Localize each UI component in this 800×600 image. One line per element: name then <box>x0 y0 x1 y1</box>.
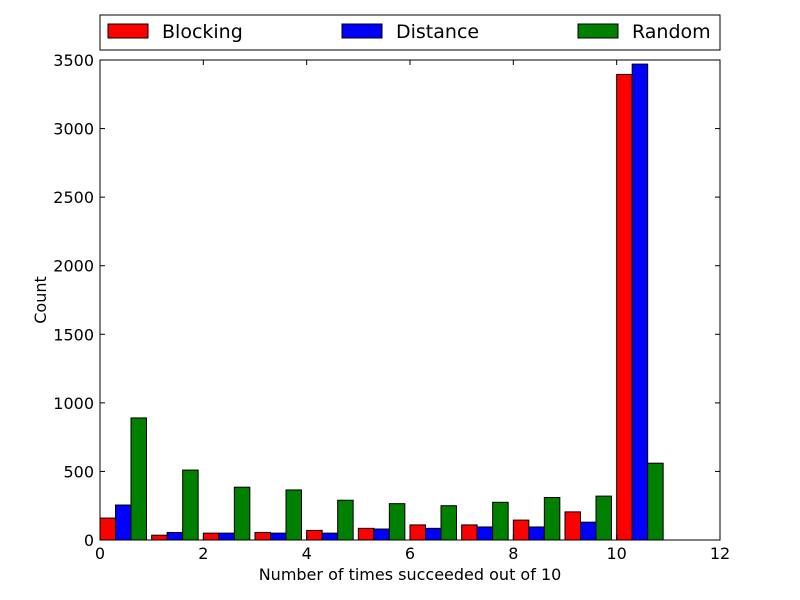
legend-swatch-blocking <box>107 23 149 39</box>
bar-random-7 <box>492 501 509 541</box>
legend-label-distance: Distance <box>396 21 479 43</box>
bar-random-2 <box>233 486 251 541</box>
bar-random-0 <box>130 417 147 541</box>
bar-distance-1 <box>166 531 184 541</box>
bar-distance-10 <box>631 63 649 541</box>
x-tick-label: 6 <box>405 544 415 563</box>
bar-distance-2 <box>218 532 235 541</box>
bar-blocking-5 <box>357 527 375 541</box>
y-tick-label: 3000 <box>53 120 94 139</box>
bar-distance-3 <box>270 532 287 541</box>
bar-random-3 <box>285 489 302 541</box>
bar-blocking-1 <box>151 534 168 541</box>
x-tick-label: 8 <box>508 544 518 563</box>
bar-random-8 <box>543 496 561 541</box>
legend-label-random: Random <box>632 21 711 43</box>
y-tick-label: 2500 <box>53 188 94 207</box>
bar-random-5 <box>388 503 406 541</box>
y-tick-label: 500 <box>63 462 94 481</box>
y-tick-label: 1500 <box>53 325 94 344</box>
bar-random-1 <box>182 469 199 541</box>
bar-blocking-7 <box>461 524 478 541</box>
legend-label-blocking: Blocking <box>162 21 243 43</box>
x-tick-label: 4 <box>302 544 312 563</box>
bar-blocking-10 <box>616 73 633 541</box>
bar-distance-0 <box>115 504 132 541</box>
bars-group <box>99 63 664 541</box>
x-tick-label: 0 <box>95 544 105 563</box>
y-tick-label: 0 <box>84 531 94 550</box>
bar-distance-4 <box>321 532 339 541</box>
bar-distance-5 <box>373 528 390 541</box>
x-tick-label: 10 <box>606 544 626 563</box>
bar-random-4 <box>337 499 354 541</box>
bar-blocking-6 <box>409 524 426 541</box>
bar-blocking-8 <box>512 519 530 541</box>
bar-random-9 <box>595 495 612 541</box>
legend-swatch-random <box>577 23 619 39</box>
bar-blocking-4 <box>306 529 323 541</box>
bar-blocking-3 <box>254 531 271 541</box>
ticks-group: 0 2 4 6 8 10 12 0 500 1000 1500 2000 2500 3000 3500 <box>53 51 730 563</box>
bar-blocking-2 <box>202 532 220 541</box>
bar-distance-6 <box>425 527 442 541</box>
bar-blocking-9 <box>564 511 581 541</box>
y-axis-label: Count <box>31 276 50 324</box>
bar-random-10 <box>647 462 664 541</box>
bar-distance-7 <box>476 526 494 541</box>
bar-blocking-0 <box>99 517 116 541</box>
bar-distance-8 <box>528 526 545 541</box>
legend: Blocking Distance Random <box>99 14 721 51</box>
x-axis-label: Number of times succeeded out of 10 <box>259 565 562 584</box>
y-tick-label: 3500 <box>53 51 94 70</box>
bar-random-6 <box>440 505 457 541</box>
x-tick-label: 2 <box>198 544 208 563</box>
bar-distance-9 <box>580 521 597 541</box>
legend-swatch-distance <box>341 23 383 39</box>
x-tick-label: 12 <box>710 544 730 563</box>
y-tick-label: 2000 <box>53 257 94 276</box>
y-tick-label: 1000 <box>53 394 94 413</box>
